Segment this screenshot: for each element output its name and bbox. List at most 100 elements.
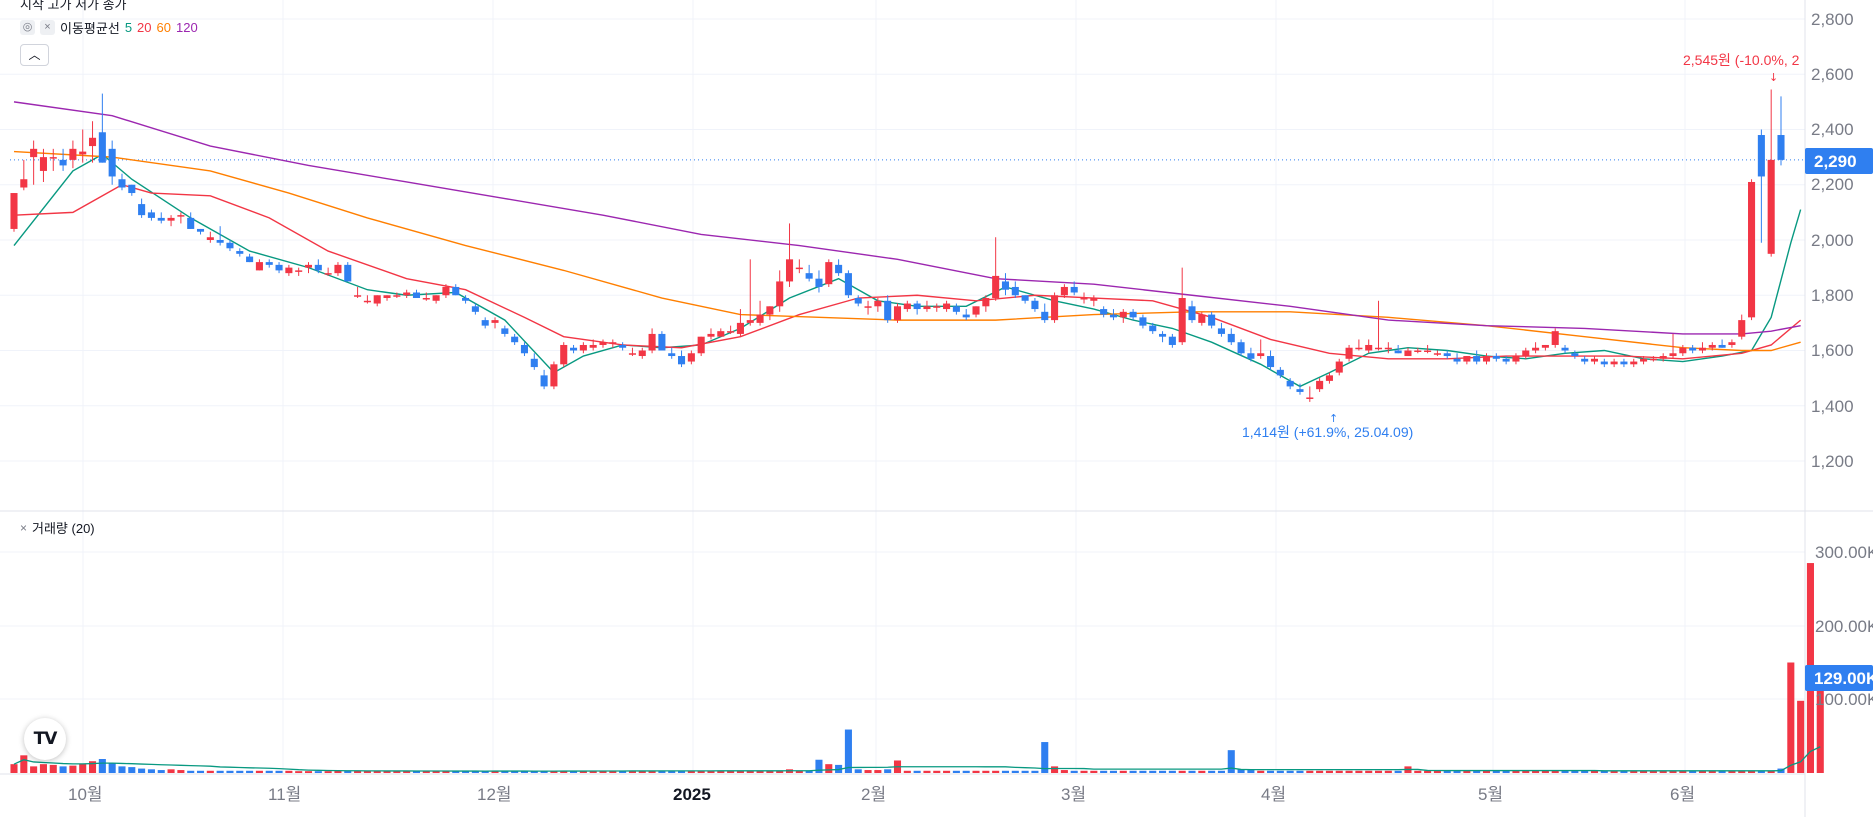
volume-axis[interactable]: 300.00K 200.00K 100.00K [1815,543,1873,709]
candle [1492,353,1500,362]
candle-body [697,336,705,354]
price-tick: 1,600 [1811,341,1854,360]
volume-bar [187,770,195,773]
volume-bar [658,770,666,773]
volume-bar [1217,770,1225,773]
candle [39,148,47,182]
volume-series[interactable] [10,563,1824,773]
candle [844,270,852,299]
volume-bar [373,771,381,773]
candle-body [933,306,941,308]
volume-bar [982,770,990,773]
candle [1276,367,1284,379]
collapse-legend-button[interactable]: ︿ [20,44,49,66]
candle-body [1679,347,1687,354]
price-axis[interactable]: 2,800 2,600 2,400 2,200 2,000 1,800 1,60… [1811,10,1854,471]
time-tick: 2월 [861,785,886,804]
candle [1100,306,1108,318]
candle-body [1767,159,1775,254]
volume-bar [432,771,440,773]
volume-bar [118,766,126,773]
candle [157,212,165,224]
eye-off-icon[interactable]: ◎ [20,20,35,35]
candle [1443,350,1451,359]
candle [1718,339,1726,348]
candle [677,350,686,368]
high-annotation-label: 2,545원 (-10.0%, 2 [1683,52,1800,68]
candle-body [1109,314,1118,318]
candle [746,259,754,326]
tradingview-logo-icon[interactable]: TV [24,718,66,760]
candle [1669,333,1677,359]
candle [255,259,263,271]
candle [520,342,529,357]
candle-body [677,356,686,365]
candle [1708,342,1716,351]
volume-bar [668,770,676,773]
candle-body [1384,347,1392,350]
candle [1168,333,1176,348]
candle [1237,339,1245,357]
ma-legend[interactable]: ◎ × 이동평균선 5 20 60 120 [20,18,198,37]
candle-body [1286,380,1294,387]
candle [736,309,744,337]
candle-body [1698,347,1707,351]
volume-bar [687,770,695,773]
candle [1581,356,1589,365]
close-icon[interactable]: × [20,520,28,535]
candle [1630,358,1638,368]
candle-body [304,264,313,268]
volume-bar [550,770,558,773]
candle-body [1021,295,1029,301]
candle [1001,273,1010,296]
candle [236,248,244,257]
volume-bar [1394,770,1402,773]
volume-bar [1090,770,1098,773]
candle-body [412,292,421,299]
close-icon[interactable]: × [40,20,55,35]
candle [1247,347,1255,362]
volume-bar [1316,770,1324,773]
candle [1051,292,1059,323]
volume-bar [1453,770,1461,773]
volume-bar [1797,700,1805,773]
volume-bar [1168,770,1176,773]
candle-body [962,314,970,318]
candle [1109,309,1118,321]
volume-bar [736,770,744,773]
candle [1119,309,1127,323]
candle [776,270,784,312]
volume-bar [1011,770,1019,773]
ma-legend-title: 이동평균선 [60,21,120,36]
volume-bar [1109,770,1118,773]
candle-body [20,179,28,188]
candle [354,286,362,299]
candle [1541,344,1549,351]
candle-body [246,256,254,263]
candle [1748,179,1756,321]
candle-body [265,262,273,265]
volume-legend[interactable]: × 거래량 (20) [20,518,95,537]
candle-body [1482,356,1491,362]
candle-body [1404,350,1412,357]
candlestick-series[interactable] [10,89,1785,402]
candle [373,295,381,307]
candle-body [1159,333,1167,337]
volume-bar [1787,662,1795,773]
volume-bar [1698,770,1707,773]
candle [854,295,862,307]
candle [1031,298,1039,312]
volume-bar [628,770,636,773]
candle [1777,96,1785,166]
candle-body [167,217,175,221]
candle-body [1070,286,1078,293]
candle-body [884,300,892,321]
candle [422,292,430,301]
candle-body [403,292,411,296]
candle-body [835,264,843,274]
time-axis[interactable]: 10월 11월 12월 2025 2월 3월 4월 5월 6월 [68,785,1695,804]
candle [579,342,587,354]
volume-bar [403,771,411,773]
volume-tick: 100.00K [1815,690,1873,709]
